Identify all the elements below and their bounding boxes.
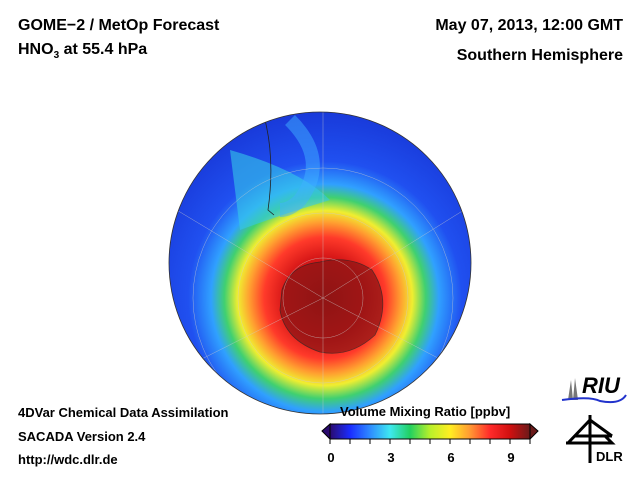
dlr-logo bbox=[566, 415, 616, 463]
colorbar-tick-label: 0 bbox=[327, 450, 335, 465]
antarctica-outline bbox=[279, 259, 384, 354]
cyan-filament bbox=[230, 150, 330, 230]
dlr-logo-text: DLR bbox=[596, 449, 623, 464]
colorbar-tick-label: 9 bbox=[507, 450, 515, 465]
riu-logo bbox=[561, 378, 627, 404]
colorbar-under-arrow bbox=[321, 422, 331, 441]
species-label: HNO3 at 55.4 hPa bbox=[18, 41, 147, 61]
colorbar-gradient bbox=[329, 423, 531, 440]
footer-version: SACADA Version 2.4 bbox=[18, 429, 146, 444]
product-title: GOME−2 / MetOp Forecast bbox=[18, 17, 220, 34]
species-name: HNO bbox=[18, 41, 54, 58]
colorbar-tick-label: 3 bbox=[387, 450, 395, 465]
south-america-outline bbox=[264, 119, 275, 216]
pressure-level: at 55.4 hPa bbox=[59, 41, 148, 58]
species-subscript: 3 bbox=[53, 50, 60, 62]
colorbar bbox=[321, 422, 539, 444]
colorbar-over-arrow bbox=[529, 422, 539, 441]
forecast-datetime: May 07, 2013, 12:00 GMT bbox=[435, 17, 623, 34]
footer-url-link[interactable]: http://wdc.dlr.de bbox=[18, 452, 118, 467]
blue-filament bbox=[279, 115, 320, 217]
hemisphere-label: Southern Hemisphere bbox=[456, 47, 623, 64]
riu-logo-text: RIU bbox=[582, 373, 620, 398]
colorbar-title: Volume Mixing Ratio [ppbv] bbox=[340, 404, 511, 419]
colorbar-tick-label: 6 bbox=[447, 450, 455, 465]
footer-method: 4DVar Chemical Data Assimilation bbox=[18, 405, 229, 420]
